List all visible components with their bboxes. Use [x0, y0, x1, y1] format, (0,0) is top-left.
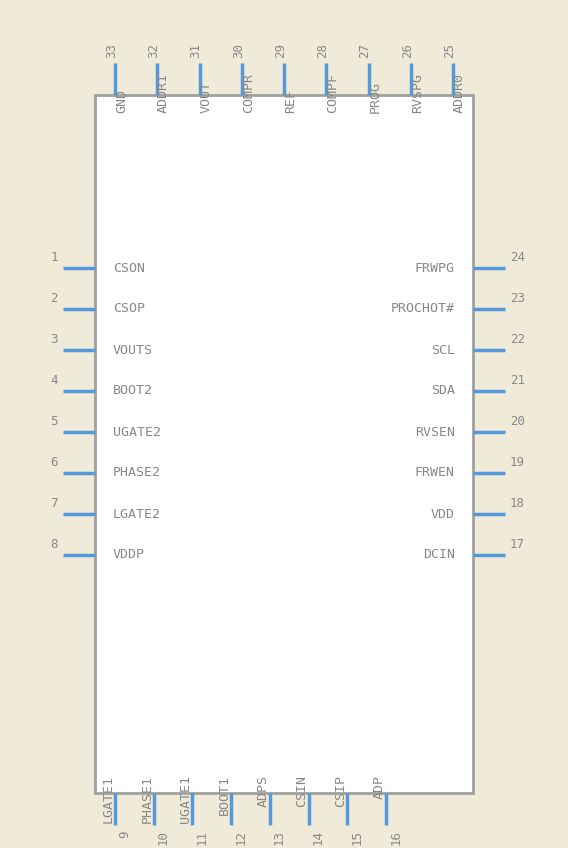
- Text: SDA: SDA: [431, 384, 455, 398]
- Text: 5: 5: [51, 415, 58, 428]
- Text: 27: 27: [358, 43, 371, 58]
- Text: 19: 19: [510, 456, 525, 469]
- Text: 32: 32: [147, 43, 160, 58]
- Text: 30: 30: [232, 43, 245, 58]
- Text: ADP: ADP: [373, 775, 386, 799]
- Text: 15: 15: [350, 830, 364, 845]
- Text: PROG: PROG: [369, 81, 382, 113]
- Text: UGATE1: UGATE1: [179, 775, 193, 823]
- Text: 23: 23: [510, 292, 525, 305]
- Text: VOUTS: VOUTS: [113, 343, 153, 356]
- Text: 13: 13: [273, 830, 286, 845]
- Text: PHASE1: PHASE1: [141, 775, 154, 823]
- Text: 29: 29: [274, 43, 287, 58]
- Text: RVSPG: RVSPG: [411, 73, 424, 113]
- Text: REF: REF: [284, 89, 297, 113]
- Text: 24: 24: [510, 251, 525, 264]
- Text: CSOP: CSOP: [113, 303, 145, 315]
- Text: 6: 6: [51, 456, 58, 469]
- Text: 16: 16: [389, 830, 402, 845]
- Text: BOOT2: BOOT2: [113, 384, 153, 398]
- Text: 7: 7: [51, 497, 58, 510]
- Text: 18: 18: [510, 497, 525, 510]
- Text: BOOT1: BOOT1: [218, 775, 231, 815]
- Text: 12: 12: [234, 830, 247, 845]
- Text: CSIP: CSIP: [335, 775, 348, 807]
- Text: 11: 11: [195, 830, 208, 845]
- Text: UGATE2: UGATE2: [113, 426, 161, 438]
- Text: FRWPG: FRWPG: [415, 261, 455, 275]
- Text: 8: 8: [51, 538, 58, 551]
- Text: 21: 21: [510, 374, 525, 387]
- Text: COMPF: COMPF: [326, 73, 339, 113]
- Text: SCL: SCL: [431, 343, 455, 356]
- Text: 3: 3: [51, 333, 58, 346]
- Text: DCIN: DCIN: [423, 549, 455, 561]
- Text: VOUT: VOUT: [199, 81, 212, 113]
- Text: ADDR0: ADDR0: [453, 73, 466, 113]
- Text: CSIN: CSIN: [295, 775, 308, 807]
- Text: 2: 2: [51, 292, 58, 305]
- Text: 1: 1: [51, 251, 58, 264]
- Text: 10: 10: [157, 830, 170, 845]
- Text: 33: 33: [105, 43, 118, 58]
- Text: VDDP: VDDP: [113, 549, 145, 561]
- Text: 25: 25: [443, 43, 456, 58]
- Text: 20: 20: [510, 415, 525, 428]
- Text: LGATE2: LGATE2: [113, 507, 161, 521]
- Text: PROCHOT#: PROCHOT#: [391, 303, 455, 315]
- Text: PHASE2: PHASE2: [113, 466, 161, 479]
- Text: VDD: VDD: [431, 507, 455, 521]
- Text: COMPR: COMPR: [242, 73, 255, 113]
- Text: 17: 17: [510, 538, 525, 551]
- Text: GND: GND: [115, 89, 128, 113]
- Text: LGATE1: LGATE1: [102, 775, 115, 823]
- Text: FRWEN: FRWEN: [415, 466, 455, 479]
- Text: 4: 4: [51, 374, 58, 387]
- Text: 14: 14: [312, 830, 325, 845]
- Text: 28: 28: [316, 43, 329, 58]
- Text: 26: 26: [401, 43, 414, 58]
- Text: 31: 31: [190, 43, 203, 58]
- Text: 9: 9: [118, 830, 131, 838]
- Bar: [95, 95, 473, 793]
- Text: ADDR1: ADDR1: [157, 73, 170, 113]
- Text: ADPS: ADPS: [257, 775, 270, 807]
- Text: 22: 22: [510, 333, 525, 346]
- Text: RVSEN: RVSEN: [415, 426, 455, 438]
- Text: CSON: CSON: [113, 261, 145, 275]
